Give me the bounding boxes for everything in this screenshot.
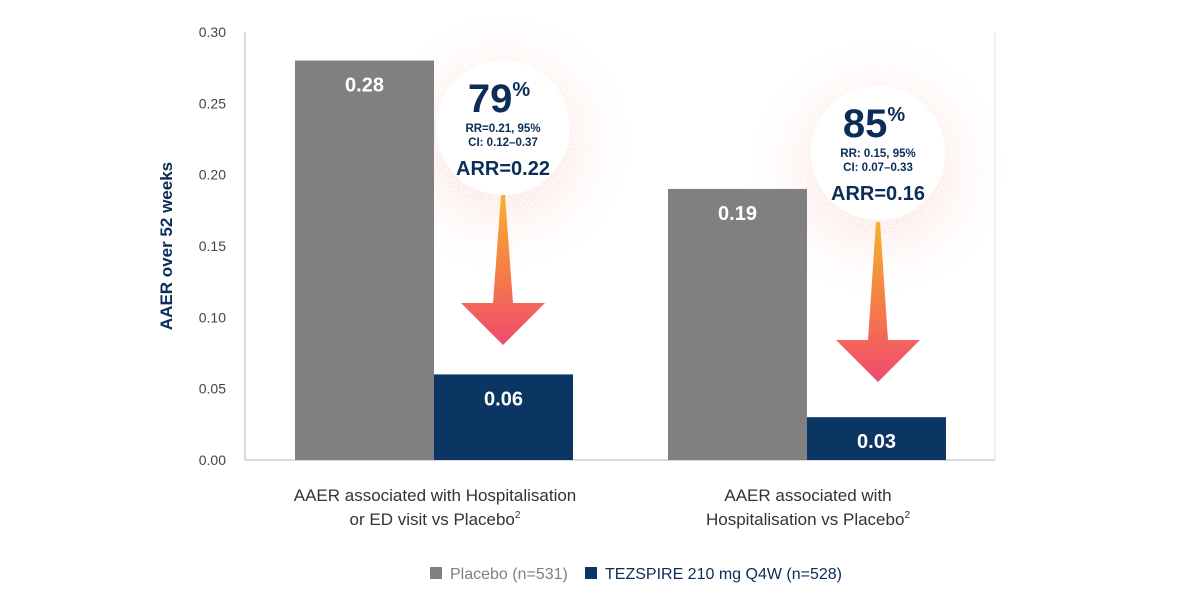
category-1-label: AAER associated with Hospitalisation [294,486,577,505]
legend: Placebo (n=531) TEZSPIRE 210 mg Q4W (n=5… [430,566,842,583]
y-tick-label-1: 0.05 [199,381,226,397]
legend-swatch-tezspire [585,567,597,579]
category-labels: AAER associated with Hospitalisation or … [294,486,911,529]
bar-label-s0-c1: 0.19 [718,203,757,225]
rr-line1-2: RR: 0.15, 95% [840,148,915,160]
down-arrow-icon [461,195,545,345]
callout-bubble-1 [436,61,570,195]
bar-s0-c0 [295,60,434,461]
bar-s1-c0 [434,374,573,460]
y-tick-labels: 0.00 0.05 0.10 0.15 0.20 0.25 0.30 [199,24,226,468]
y-tick-label-2: 0.10 [199,309,226,325]
bar-label-s1-c1: 0.03 [857,431,896,453]
y-tick-label-6: 0.30 [199,24,226,40]
rr-line2-1: CI: 0.12–0.37 [468,137,538,149]
y-tick-label-0: 0.00 [199,452,226,468]
bar-s1-c1 [807,417,946,460]
rr-line2-2: CI: 0.07–0.33 [843,162,913,174]
y-axis-label: AAER over 52 weeks [157,162,176,330]
y-tick-label-5: 0.25 [199,95,226,111]
reduction-percent-1: 79% [468,77,531,121]
reduction-percent-2: 85% [843,102,906,146]
legend-swatch-placebo [430,567,442,579]
arr-value-2: ARR=0.16 [831,183,925,205]
legend-label-placebo: Placebo (n=531) [450,566,568,583]
legend-label-tezspire: TEZSPIRE 210 mg Q4W (n=528) [605,566,842,583]
rr-line1-1: RR=0.21, 95% [465,123,540,135]
bar-s0-c1 [668,188,807,460]
callout-bubble-2 [811,86,945,220]
y-tick-label-3: 0.15 [199,238,226,254]
category-2-label-line2: Hospitalisation vs Placebo2 [706,510,910,529]
category-1-label-line2: or ED visit vs Placebo2 [350,510,521,529]
bar-value-labels: 0.28 0.19 0.06 0.03 [345,75,896,454]
y-tick-label-4: 0.20 [199,167,226,183]
category-2-label: AAER associated with [724,486,891,505]
bar-label-s0-c0: 0.28 [345,75,384,97]
bar-label-s1-c0: 0.06 [484,388,523,410]
arr-value-1: ARR=0.22 [456,158,550,180]
callouts: 79% RR=0.21, 95% CI: 0.12–0.37 ARR=0.22 85% R… [436,61,945,382]
bars [295,60,946,461]
down-arrow-icon [836,222,920,382]
